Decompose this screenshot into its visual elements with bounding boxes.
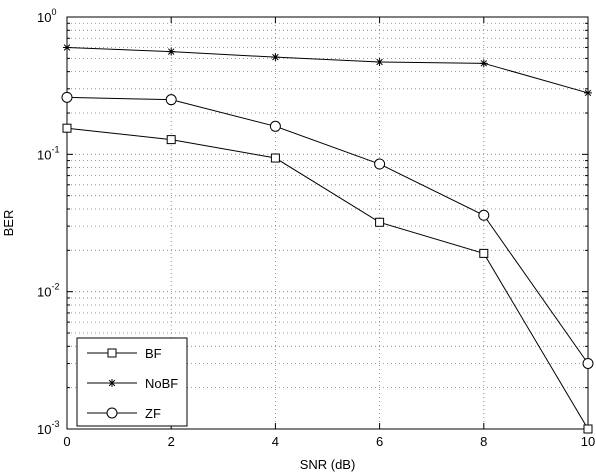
x-tick-label: 8 <box>480 434 487 449</box>
y-tick-label: 100 <box>37 7 56 25</box>
legend-marker-bf <box>107 348 117 358</box>
x-tick-label: 2 <box>168 434 175 449</box>
legend-item-bf: BF <box>87 346 162 361</box>
x-tick-label: 6 <box>376 434 383 449</box>
plot-frame <box>66 16 589 430</box>
x-tick-label: 0 <box>63 434 70 449</box>
series-nobf-point <box>584 88 592 97</box>
series-nobf-point <box>479 59 488 68</box>
legend: BF NoBF ZF <box>76 337 188 427</box>
series-bf-point <box>375 217 385 227</box>
series-zf-point <box>61 91 73 103</box>
series-nobf-point <box>167 47 176 56</box>
x-tick-label: 10 <box>581 434 595 449</box>
legend-label-bf: BF <box>145 346 162 361</box>
grid <box>67 17 588 429</box>
legend-label-zf: ZF <box>145 406 161 421</box>
series-bf-point <box>583 424 593 434</box>
y-axis-title: BER <box>1 210 16 237</box>
series-bf-point <box>479 248 489 258</box>
series-zf-point <box>478 209 490 221</box>
series-bf-point <box>166 135 176 145</box>
legend-label-nobf: NoBF <box>145 376 178 391</box>
ticks: 0 2 4 6 8 10 10-3 10-2 10-1 100 <box>37 7 595 449</box>
series-zf-point <box>374 158 386 170</box>
x-tick-label: 4 <box>272 434 279 449</box>
legend-marker-nobf <box>108 379 116 387</box>
y-tick-label: 10-3 <box>37 419 59 437</box>
series-nobf-line <box>66 46 589 94</box>
series-nobf-point <box>63 43 71 52</box>
series-nobf <box>63 43 592 97</box>
legend-item-nobf: NoBF <box>87 376 178 391</box>
series-zf-line <box>66 96 589 364</box>
y-tick-label: 10-2 <box>37 282 59 300</box>
series-bf-line <box>66 127 589 430</box>
x-axis-title: SNR (dB) <box>300 457 356 472</box>
legend-item-zf: ZF <box>87 406 161 421</box>
series-zf <box>61 91 594 369</box>
series-zf-point <box>269 120 281 132</box>
y-tick-label: 10-1 <box>37 144 59 162</box>
series-zf-point <box>582 357 594 369</box>
series-nobf-point <box>271 53 280 62</box>
series-layer <box>61 43 594 434</box>
series-zf-point <box>165 94 177 106</box>
series-bf-point <box>62 123 72 133</box>
series-bf-point <box>270 153 280 163</box>
series-nobf-point <box>375 58 384 67</box>
legend-marker-zf <box>106 407 118 419</box>
series-bf <box>62 123 593 434</box>
